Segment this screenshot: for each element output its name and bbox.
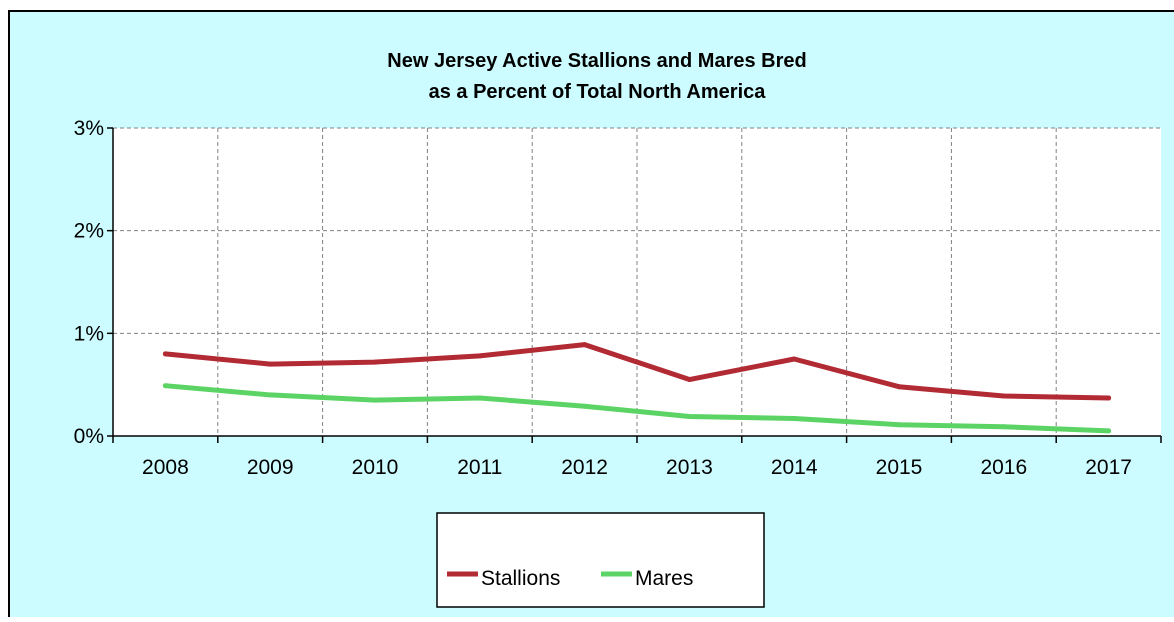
legend: Stallions Mares [436, 512, 765, 608]
data-point-stallions [791, 356, 797, 362]
data-point-stallions [477, 353, 483, 359]
series-line-mares [162, 383, 1112, 434]
data-point-mares [896, 422, 902, 428]
data-point-mares [162, 383, 168, 389]
grid-lines [113, 127, 1161, 436]
data-point-mares [477, 395, 483, 401]
y-tick-label: 0% [74, 425, 104, 448]
x-tick-label: 2011 [457, 456, 502, 479]
x-tick-label: 2016 [980, 456, 1027, 479]
x-tick-label: 2013 [666, 456, 713, 479]
data-point-stallions [896, 384, 902, 390]
y-tick-label: 2% [74, 220, 104, 243]
legend-box [436, 512, 765, 608]
x-tick-label: 2009 [247, 456, 294, 479]
data-point-stallions [372, 359, 378, 365]
y-axis-ticks: 0% 1% 2% 3% [74, 117, 113, 448]
data-point-stallions [162, 351, 168, 357]
x-tick-label: 2010 [352, 456, 399, 479]
data-point-mares [1106, 428, 1112, 434]
y-tick-label: 1% [74, 322, 104, 345]
chart-frame: New Jersey Active Stallions and Mares Br… [8, 10, 1174, 617]
y-tick-label: 3% [74, 117, 104, 140]
data-point-stallions [1106, 395, 1112, 401]
line-chart: New Jersey Active Stallions and Mares Br… [74, 50, 1162, 608]
data-point-stallions [582, 342, 588, 348]
data-point-mares [267, 392, 273, 398]
data-point-stallions [686, 377, 692, 383]
chart-title-line-1: New Jersey Active Stallions and Mares Br… [387, 50, 806, 72]
series-line-stallions [162, 342, 1112, 401]
data-point-mares [582, 403, 588, 409]
data-point-mares [372, 397, 378, 403]
x-axis-ticks: 2008 2009 2010 2011 2012 2013 2014 2015 2016 2017 [112, 436, 1162, 479]
x-tick-label: 2017 [1085, 456, 1132, 479]
data-point-stallions [267, 361, 273, 367]
data-point-mares [686, 413, 692, 419]
legend-label-stallions: Stallions [481, 567, 560, 590]
data-point-mares [1001, 424, 1007, 430]
data-point-stallions [1001, 393, 1007, 399]
series-lines [162, 342, 1112, 434]
chart-title-line-2: as a Percent of Total North America [429, 81, 767, 103]
x-tick-label: 2014 [771, 456, 818, 479]
x-tick-label: 2008 [142, 456, 189, 479]
legend-label-mares: Mares [635, 567, 693, 590]
x-tick-label: 2012 [561, 456, 608, 479]
x-tick-label: 2015 [876, 456, 923, 479]
data-point-mares [791, 416, 797, 422]
